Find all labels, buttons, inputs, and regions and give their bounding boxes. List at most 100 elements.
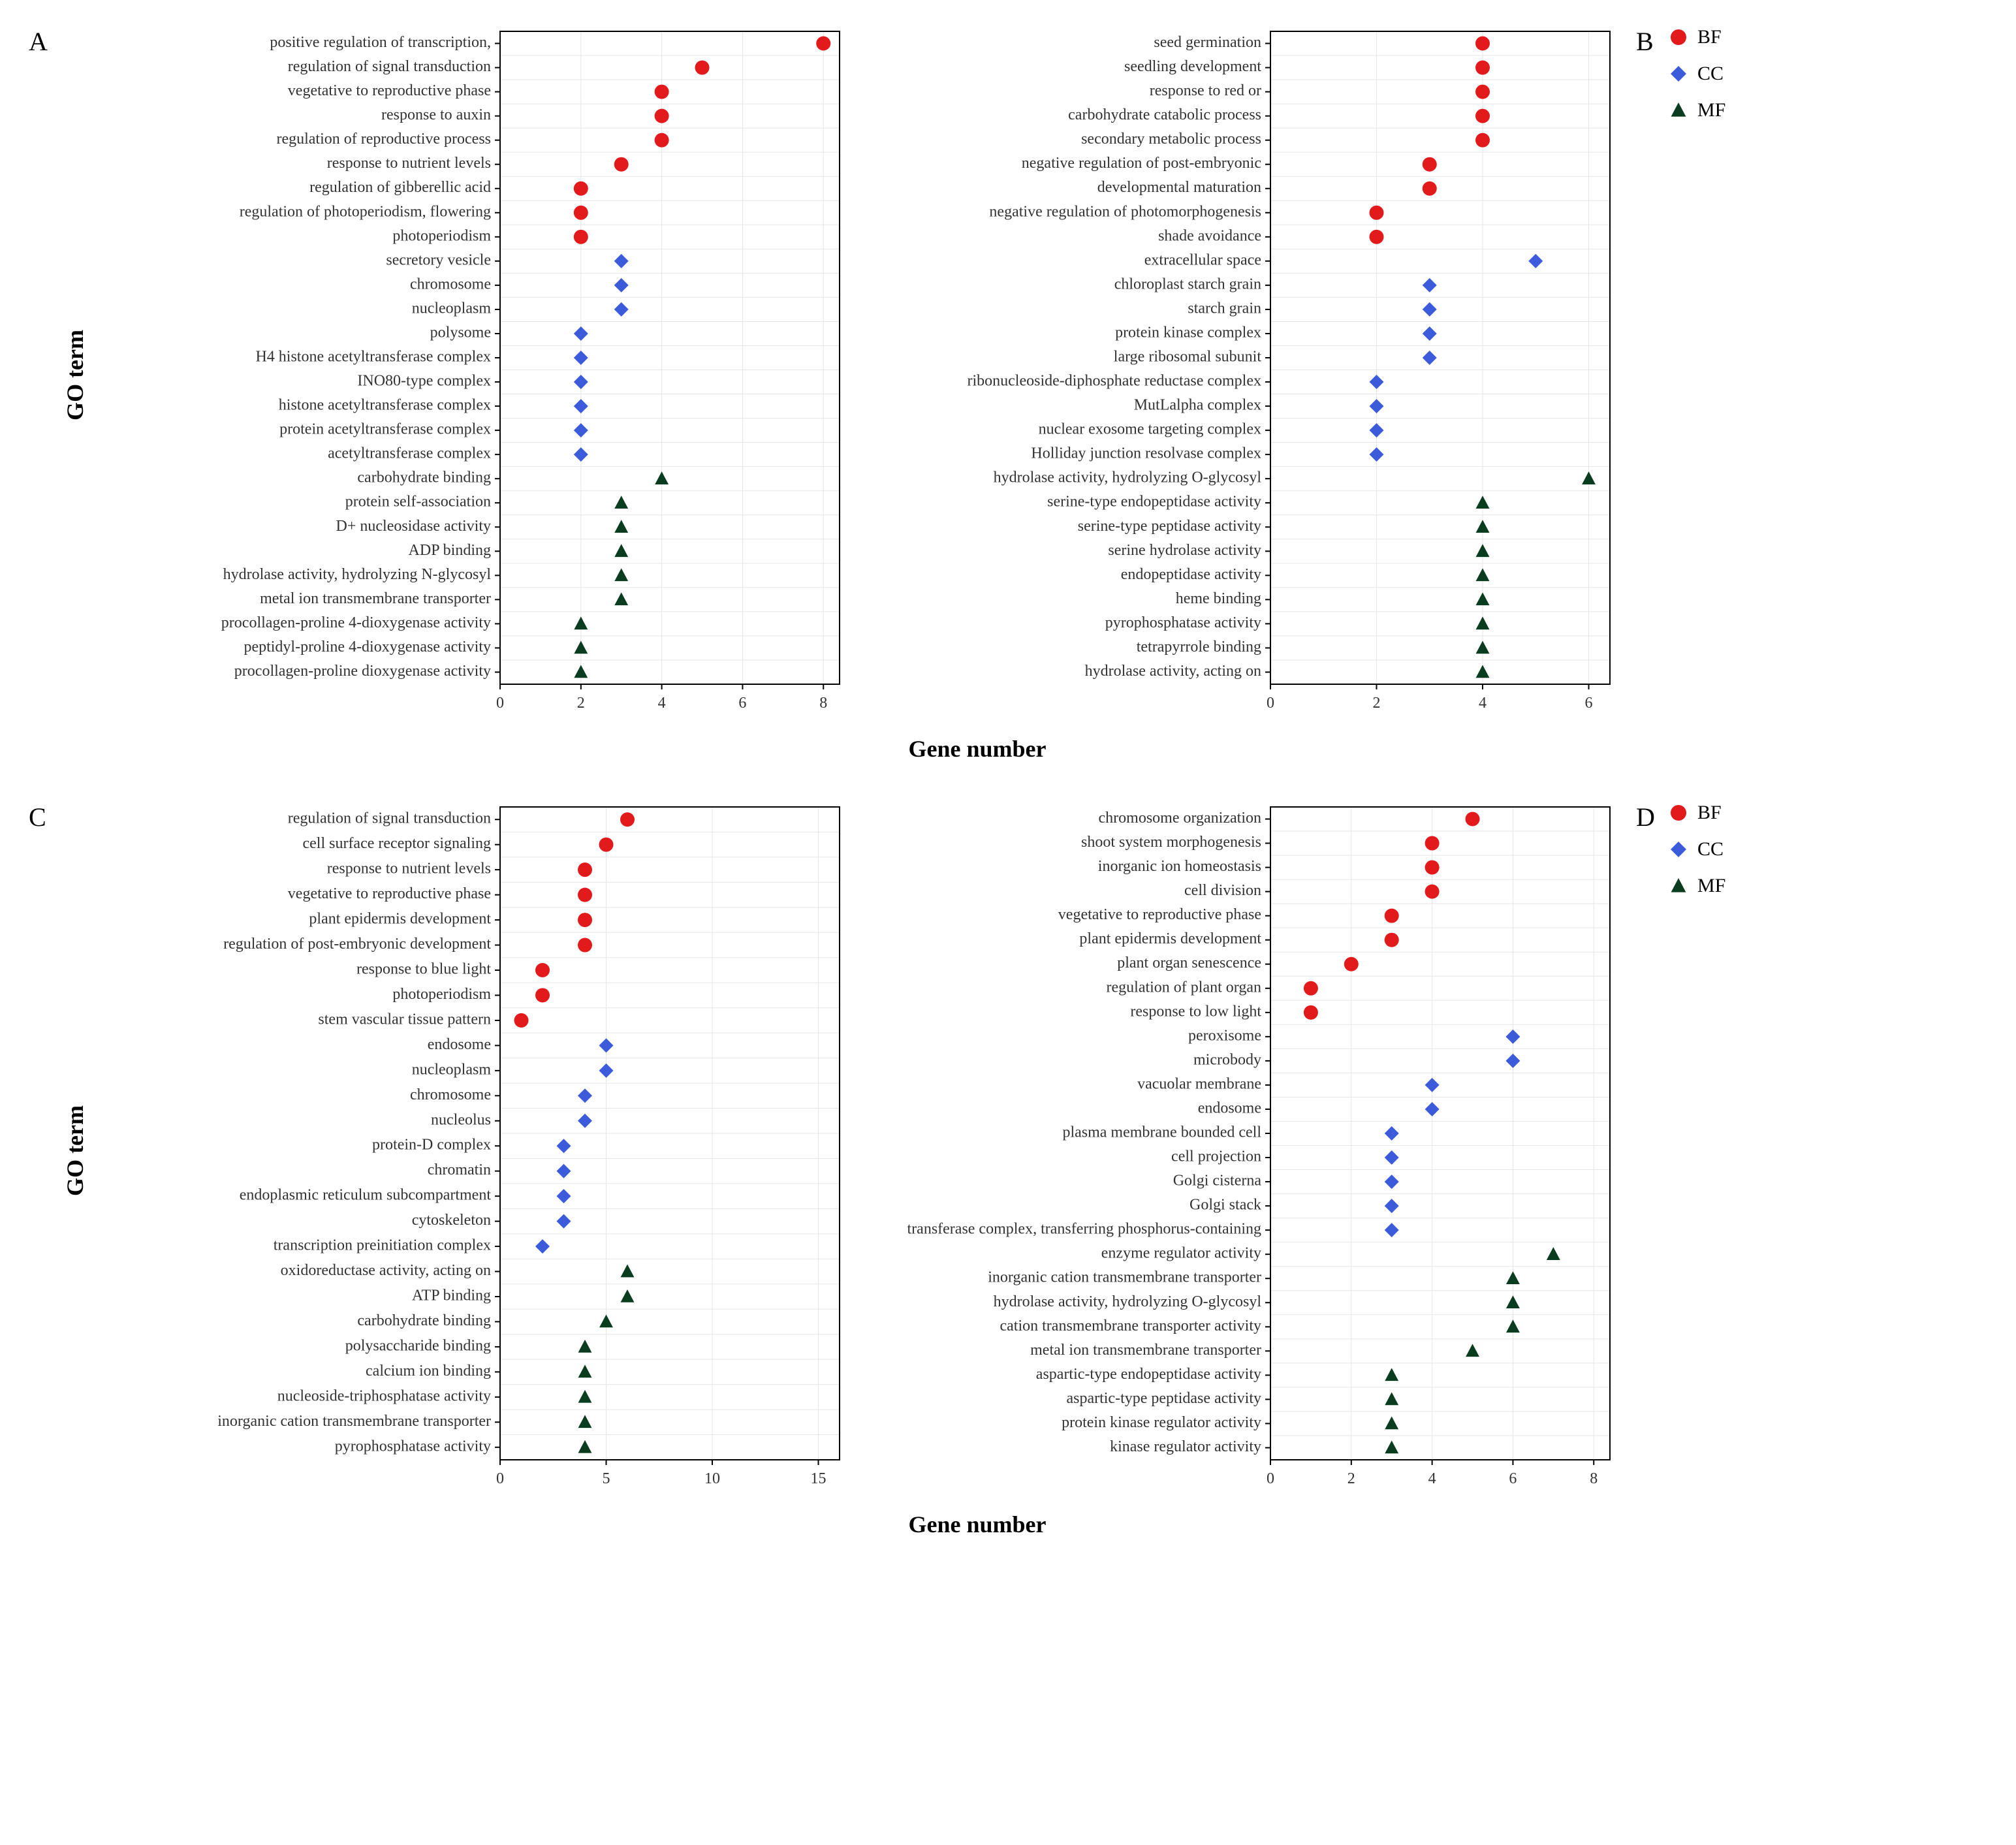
y-tick-label: polysome [430,324,491,341]
legend-marker-cc-icon [1669,840,1688,859]
y-tick-label: transferase complex, transferring phosph… [907,1221,1262,1238]
x-axis-label-1: Gene number [85,735,1870,763]
legend-label: CC [1697,63,1724,85]
y-tick-label: negative regulation of photomorphogenesi… [989,203,1261,220]
y-tick-label: large ribosomal subunit [1114,349,1262,366]
y-tick-label: nucleoplasm [412,300,492,317]
x-tick-label: 10 [704,1470,720,1487]
y-tick-label: protein-D complex [372,1137,491,1154]
figure: A GO term positive regulation of transcr… [29,26,1987,1538]
legend-row-2: BFCCMF [1669,802,1725,897]
y-tick-label: hydrolase activity, hydrolyzing O-glycos… [994,1293,1262,1310]
y-tick-label: cell surface receptor signaling [302,835,491,852]
legend-marker-mf-icon [1669,101,1688,120]
y-tick-label: nucleoside-triphosphatase activity [277,1387,491,1404]
y-tick-label: kinase regulator activity [1110,1438,1261,1455]
y-tick-label: MutLalpha complex [1134,397,1261,414]
y-axis-label-2: GO term [61,1105,89,1196]
panel-c-wrap: regulation of signal transductioncell su… [95,802,840,1499]
row-2: C GO term regulation of signal transduct… [29,802,1987,1499]
y-tick-label: regulation of plant organ [1107,979,1262,996]
y-tick-label: tetrapyrrole binding [1137,639,1261,655]
y-tick-label: response to red or [1150,82,1261,99]
y-tick-label: inorganic ion homeostasis [1098,858,1261,875]
y-tick-label: negative regulation of post-embryonic [1022,155,1261,172]
x-tick-label: 0 [496,695,504,712]
y-tick-label: Holliday junction resolvase complex [1031,445,1261,462]
y-tick-label: enzyme regulator activity [1101,1245,1261,1262]
x-tick-label: 15 [811,1470,827,1487]
x-tick-label: 6 [1585,695,1593,712]
panel-letter-d: D [1636,802,1669,832]
x-tick-label: 4 [658,695,666,712]
y-tick-label: hydrolase activity, acting on [1085,663,1261,680]
y-tick-label: microbody [1193,1051,1261,1068]
y-tick-label: INO80-type complex [357,373,491,390]
x-axis-label-2: Gene number [85,1511,1870,1538]
y-tick-label: procollagen-proline 4-dioxygenase activi… [221,614,491,631]
y-tick-label: carbohydrate binding [357,1312,491,1329]
y-tick-label: stem vascular tissue pattern [318,1011,491,1028]
y-tick-label: shade avoidance [1158,227,1261,244]
y-tick-label: inorganic cation transmembrane transport… [217,1413,491,1430]
y-tick-label: endosome [428,1036,491,1053]
y-tick-label: plant epidermis development [1079,930,1261,947]
y-tick-label: response to nutrient levels [327,860,491,877]
y-tick-label: pyrophosphatase activity [1105,614,1261,631]
y-tick-label: extracellular space [1144,251,1261,268]
x-tick-label: 2 [1373,695,1381,712]
x-tick-label: 4 [1428,1470,1436,1487]
y-tick-label: protein kinase regulator activity [1062,1414,1261,1431]
y-tick-label: shoot system morphogenesis [1081,834,1261,851]
y-tick-label: Golgi cisterna [1173,1173,1262,1190]
legend-label: CC [1697,838,1724,860]
y-tick-label: D+ nucleosidase activity [336,518,491,535]
y-tick-label: carbohydrate binding [357,469,491,486]
legend-marker-mf-icon [1669,876,1688,896]
y-tick-label: aspartic-type endopeptidase activity [1036,1366,1261,1383]
y-tick-label: vegetative to reproductive phase [288,885,491,902]
legend-row-1: BF CC MF [1669,26,1725,121]
y-tick-label: acetyltransferase complex [328,445,491,462]
x-tick-label: 2 [577,695,585,712]
y-tick-label: peptidyl-proline 4-dioxygenase activity [244,639,491,655]
y-tick-label: plant epidermis development [309,911,491,928]
y-tick-label: vegetative to reproductive phase [288,82,491,99]
y-tick-label: histone acetyltransferase complex [279,397,491,414]
x-tick-label: 4 [1479,695,1487,712]
y-tick-label: endopeptidase activity [1121,566,1261,583]
row-1: A GO term positive regulation of transcr… [29,26,1987,723]
y-tick-label: response to nutrient levels [327,155,491,172]
legend-item-cc: CC [1669,63,1725,85]
y-tick-label: carbohydrate catabolic process [1068,106,1261,123]
y-tick-label: response to auxin [381,106,491,123]
y-tick-label: cell division [1184,882,1261,899]
x-tick-label: 0 [496,1470,504,1487]
panel-letter-a: A [29,26,61,57]
panel-letter-b: B [1636,26,1669,57]
y-tick-label: nucleoplasm [412,1061,492,1078]
legend-item-bf: BF [1669,802,1725,824]
y-tick-label: protein self-association [345,494,491,511]
y-tick-label: procollagen-proline dioxygenase activity [234,663,491,680]
y-tick-label: nuclear exosome targeting complex [1039,421,1261,438]
y-tick-label: endosome [1198,1099,1261,1116]
y-tick-label: seedling development [1124,58,1261,75]
legend-label: MF [1697,99,1725,121]
legend-item-mf: MF [1669,99,1725,121]
y-tick-label: secretory vesicle [386,251,491,268]
panel-letter-c: C [29,802,61,832]
y-tick-label: protein kinase complex [1115,324,1261,341]
legend-label: BF [1697,802,1722,824]
y-tick-label: calcium ion binding [366,1363,491,1380]
x-tick-label: 8 [819,695,827,712]
y-tick-label: vacuolar membrane [1137,1075,1261,1092]
legend-item-bf: BF [1669,26,1725,48]
y-tick-label: cytoskeleton [412,1212,491,1229]
y-tick-label: hydrolase activity, hydrolyzing O-glycos… [994,469,1262,486]
panel-c: regulation of signal transductioncell su… [95,802,840,1499]
y-tick-label: positive regulation of transcription, [270,34,491,51]
y-tick-label: secondary metabolic process [1081,131,1261,148]
x-tick-label: 6 [1509,1470,1517,1487]
y-tick-label: cell projection [1171,1148,1261,1165]
